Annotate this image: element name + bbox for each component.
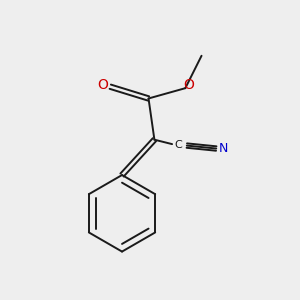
Text: N: N [219, 142, 228, 155]
Text: C: C [174, 140, 182, 150]
Text: O: O [98, 78, 108, 92]
Text: O: O [183, 78, 194, 92]
